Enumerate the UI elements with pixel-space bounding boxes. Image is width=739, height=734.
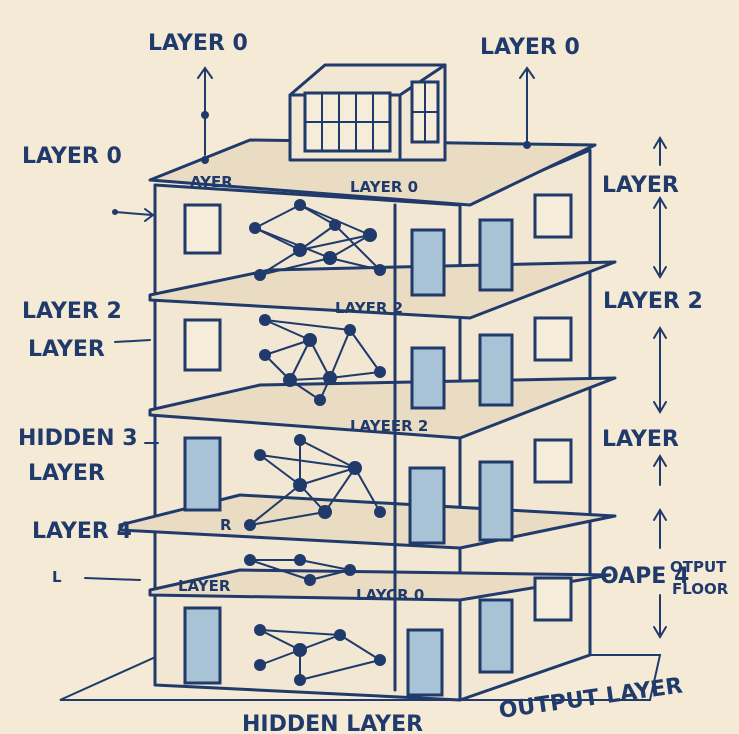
label-top-right: LAYER 0	[480, 35, 580, 60]
label-left-layer-b: LAYER	[28, 461, 105, 486]
label-right-layer-2: LAYER	[602, 427, 679, 452]
arrow-right-2	[653, 326, 667, 414]
door	[183, 606, 222, 685]
network-floor-2	[259, 314, 386, 406]
label-roof-layer0: LAYER 0	[350, 178, 418, 196]
label-ground-layer0: LAYCR 0	[356, 586, 424, 604]
label-bottom-output: OUTPUT LAYER	[497, 673, 684, 724]
door	[410, 346, 446, 410]
door	[408, 466, 446, 545]
label-right-floor: FLOOR	[672, 580, 729, 598]
label-small-l: L	[52, 568, 62, 586]
window	[183, 203, 222, 255]
label-left-upper: LAYER 0	[22, 144, 122, 169]
label-slab-layer2-a: LAYER 2	[335, 299, 403, 317]
window	[533, 438, 573, 484]
door	[478, 333, 514, 407]
door	[183, 436, 222, 512]
label-ground-layer: LAYER	[178, 577, 231, 595]
roof-slab	[148, 138, 597, 207]
window	[533, 193, 573, 239]
window	[533, 576, 573, 622]
label-slab-layer2-b: LAYEER 2	[350, 417, 428, 435]
label-right-layer2: LAYER 2	[603, 289, 703, 314]
label-right-otput: OTPUT	[670, 558, 727, 576]
arrow-top-left	[197, 66, 213, 164]
label-slab-r: R	[220, 516, 232, 534]
window	[183, 318, 222, 372]
door	[406, 628, 444, 697]
label-right-layer-1: LAYER	[602, 173, 679, 198]
network-floor-5	[254, 624, 386, 686]
label-left-layer4: LAYER 4	[32, 519, 132, 544]
door	[478, 460, 514, 542]
arrow-left-pointer	[112, 208, 155, 222]
label-right-oape4: OAPE 4	[600, 564, 689, 589]
label-left-layer: LAYER	[28, 337, 105, 362]
door	[478, 598, 514, 674]
network-floor-4	[244, 554, 356, 586]
window	[533, 316, 573, 362]
label-roof-ayer: AYER	[190, 173, 233, 191]
arrow-top-right	[519, 66, 535, 149]
door	[478, 218, 514, 292]
arrow-right-1	[653, 136, 667, 279]
door	[410, 228, 446, 297]
label-left-hidden3: HIDDEN 3	[18, 426, 138, 451]
label-left-layer2: LAYER 2	[22, 299, 122, 324]
label-top-left: LAYER 0	[148, 31, 248, 56]
network-floor-1	[249, 199, 386, 281]
label-bottom-hidden: HIDDEN LAYER	[242, 712, 423, 734]
network-floor-3	[244, 434, 386, 531]
arrow-right-3	[653, 454, 667, 639]
